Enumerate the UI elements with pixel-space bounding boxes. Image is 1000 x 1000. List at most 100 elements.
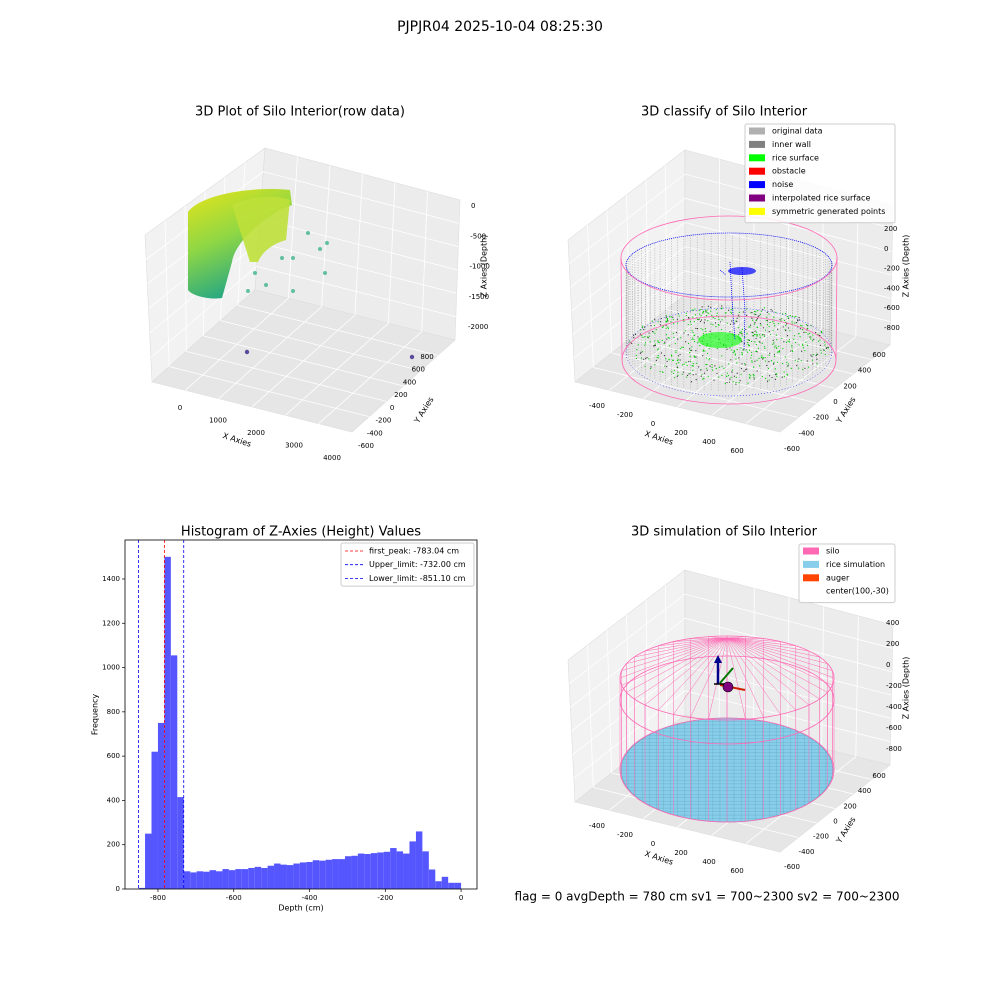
surface-point (694, 314, 697, 316)
surface-point (730, 308, 732, 311)
surface-point (676, 359, 679, 362)
surface-point (793, 335, 796, 337)
surface-point (662, 326, 664, 328)
surface-point (801, 325, 803, 327)
surface-point (678, 315, 680, 317)
surface-point (712, 369, 714, 371)
surface-point (775, 345, 777, 347)
surface-point (695, 379, 697, 381)
surface-point (682, 346, 684, 348)
z-tick-label: -1500 (469, 293, 489, 301)
x-tick-label: -400 (589, 822, 605, 830)
z-tick-label: 0 (884, 245, 888, 253)
surface-point (679, 353, 681, 356)
bar (403, 853, 410, 889)
surface-point (804, 367, 806, 369)
silo-wire (634, 637, 728, 700)
x-tick-label: 4000 (323, 454, 341, 462)
surface-point (695, 327, 697, 330)
surface-point (738, 382, 740, 384)
surface-point (760, 356, 763, 359)
surface-point (779, 318, 781, 321)
surface-point (781, 318, 783, 320)
surface-point (754, 341, 756, 343)
surface-point (784, 329, 786, 331)
surface-point (652, 331, 655, 333)
surface-point (750, 375, 752, 377)
surface-point (762, 327, 765, 329)
surface-point (740, 367, 743, 370)
surface-point (706, 352, 709, 355)
surface-point (732, 381, 734, 383)
legend-swatch (749, 167, 765, 175)
surface-point (736, 349, 738, 351)
surface-point (725, 375, 728, 377)
pane-grid (145, 171, 460, 260)
y-tick-label: 0 (833, 818, 837, 826)
surface-point (720, 328, 723, 331)
surface-point (677, 355, 680, 357)
surface-point (665, 327, 667, 329)
x-tick-label: 0 (651, 840, 655, 848)
surface-point (695, 356, 697, 358)
surface-point (659, 324, 662, 326)
surface-point (672, 332, 674, 335)
surface-point (805, 331, 807, 334)
surface-point (763, 307, 766, 309)
surface-point (679, 348, 681, 350)
surface-point (729, 378, 731, 380)
surface-point (724, 382, 726, 385)
surface-point (756, 326, 759, 328)
surface-point (754, 310, 756, 313)
z-tick-label: 0 (886, 661, 890, 669)
surface-point (715, 368, 717, 370)
legend-label: obstacle (772, 167, 806, 176)
bar (422, 851, 429, 889)
surface-point (775, 311, 777, 314)
silo-wire (626, 637, 728, 693)
surface-point (759, 336, 761, 338)
surface-point (679, 359, 681, 361)
surface-point (677, 374, 679, 376)
surface-point (716, 312, 718, 314)
surface-point (790, 350, 792, 352)
surface-point (703, 322, 705, 324)
surface-point (744, 364, 746, 366)
x-tick-label: -200 (377, 894, 393, 902)
surface-point (699, 313, 701, 315)
y-tick-label: -200 (375, 417, 391, 425)
y-tick-label: 1200 (102, 619, 120, 627)
surface-point (798, 332, 800, 335)
x-tick-label: 0 (459, 894, 463, 902)
surface-point (668, 358, 670, 360)
surface-point (765, 319, 767, 322)
bar (344, 856, 352, 889)
surface-point (745, 369, 747, 371)
surface-point (644, 342, 647, 344)
bar (312, 860, 320, 889)
surface-point (773, 322, 775, 324)
surface-point (756, 331, 758, 333)
surface-point (759, 313, 761, 316)
legend-label: noise (772, 180, 793, 189)
bar (357, 853, 365, 889)
surface-point (754, 313, 756, 315)
surface-point (740, 373, 742, 375)
surface-point (746, 351, 749, 353)
x-tick-label: 3000 (285, 442, 303, 450)
surface-point (709, 365, 711, 367)
surface-point (654, 364, 656, 366)
bar (203, 871, 210, 889)
x-tick-label: 600 (730, 867, 743, 875)
z-tick-label: 200 (884, 225, 897, 233)
surface-point (657, 357, 659, 359)
surface-point (667, 337, 669, 339)
noise-rim (625, 307, 833, 397)
surface-point (786, 335, 789, 337)
y-tick-label: -600 (358, 442, 374, 450)
surface-point (741, 353, 743, 355)
y-tick-label: 0 (390, 404, 394, 412)
silo-wire (726, 637, 796, 711)
surface-point (705, 310, 707, 312)
surface-point (673, 336, 675, 339)
